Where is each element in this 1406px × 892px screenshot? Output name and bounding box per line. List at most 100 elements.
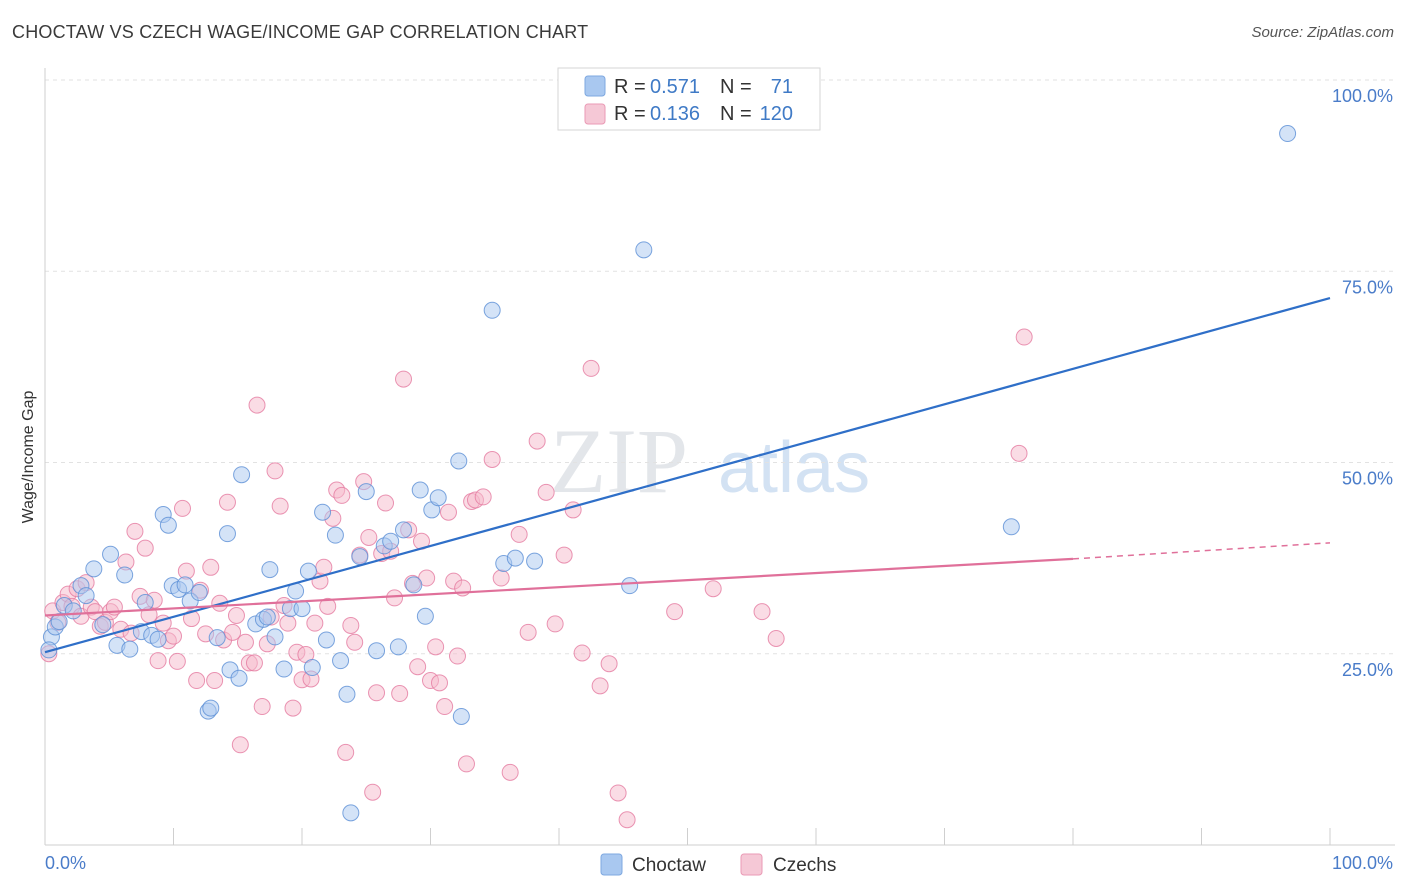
choctaw-point-28 (230, 669, 248, 687)
y-tick-labels: 25.0% 50.0% 75.0% 100.0% (1332, 86, 1393, 680)
choctaw-point-68 (1279, 125, 1297, 143)
czechs-point-65 (337, 743, 355, 761)
czechs-point-42 (236, 633, 254, 651)
choctaw-point-55 (411, 481, 429, 499)
trend-line-czechs (44, 557, 1074, 617)
czechs-point-96 (483, 450, 501, 468)
czechs-point-38 (218, 493, 236, 511)
choctaw-point-44 (332, 652, 350, 670)
czechs-point-26 (165, 627, 182, 645)
czechs-point-50 (271, 497, 289, 515)
choctaw-point-17 (159, 516, 177, 534)
choctaw-point-67 (1002, 518, 1020, 536)
choctaw-point-33 (261, 561, 279, 579)
watermark-zip: ZIP (550, 410, 688, 512)
czechs-point-103 (546, 615, 564, 633)
czechs-point-87 (436, 698, 454, 716)
y-tick-label-2: 75.0% (1342, 277, 1393, 297)
legend-bottom: Choctaw Czechs (600, 853, 836, 876)
y-tick-label-3: 100.0% (1332, 86, 1393, 106)
x-tick-label-max: 100.0% (1332, 853, 1393, 873)
czechs-point-97 (492, 569, 510, 587)
watermark-atlas: atlas (718, 428, 870, 508)
czechs-point-61 (319, 597, 337, 615)
choctaw-point-45 (338, 685, 356, 703)
czechs-point-49 (266, 462, 284, 480)
czechs-point-110 (609, 784, 627, 802)
choctaw-point-34 (266, 628, 284, 646)
czechs-point-92 (457, 755, 475, 773)
czechs-point-81 (409, 658, 427, 676)
czechs-point-88 (439, 503, 457, 521)
legend-bottom-label-czechs: Czechs (773, 855, 836, 876)
choctaw-point-6 (85, 560, 103, 578)
czechs-point-95 (474, 488, 492, 506)
y-tick-label-1: 50.0% (1342, 469, 1393, 489)
czechs-point-64 (333, 486, 351, 504)
czechs-point-104 (555, 546, 573, 564)
choctaw-point-5 (77, 587, 95, 605)
czechs-point-67 (346, 633, 364, 651)
czechs-point-101 (528, 432, 546, 450)
choctaw-point-47 (351, 548, 369, 566)
choctaw-point-39 (299, 562, 317, 580)
legend-bottom-swatch-czechs (740, 853, 763, 876)
czechs-point-113 (704, 580, 722, 598)
czechs-point-41 (231, 736, 249, 754)
czechs-point-70 (360, 528, 378, 546)
czechs-point-39 (224, 623, 242, 641)
chart-source: Source: ZipAtlas.com (1251, 24, 1394, 41)
choctaw-point-66 (635, 241, 653, 259)
chart-title: CHOCTAW VS CZECH WAGE/INCOME GAP CORRELA… (12, 22, 589, 42)
czechs-point-115 (767, 629, 785, 647)
czechs-point-72 (368, 684, 386, 702)
choctaw-point-53 (395, 521, 413, 539)
czechs-point-78 (395, 370, 413, 388)
czechs-point-86 (430, 674, 448, 692)
trend-line-czechs-extension (1072, 542, 1331, 560)
czechs-point-58 (306, 614, 324, 632)
choctaw-point-60 (452, 707, 470, 725)
czechs-point-18 (126, 522, 144, 540)
czechs-point-35 (206, 672, 224, 690)
czechs-point-90 (448, 647, 466, 665)
choctaw-point-13 (136, 593, 154, 611)
czechs-point-114 (753, 603, 771, 621)
czechs-point-108 (591, 677, 609, 695)
czechs-point-100 (519, 623, 537, 641)
czechs-point-66 (342, 616, 360, 634)
legend-r-value-czechs: 0.136 (650, 103, 700, 125)
czechs-point-34 (202, 558, 220, 576)
czechs-point-116 (1015, 328, 1033, 346)
choctaw-point-58 (429, 489, 447, 507)
x-tick-label-min: 0.0% (45, 853, 86, 873)
czechs-point-20 (136, 539, 154, 557)
czechs-point-117 (1010, 444, 1028, 462)
legend-top: R = 0.571 N = 71 R = 0.136 N = 120 (557, 67, 821, 131)
choctaw-point-15 (149, 630, 167, 648)
choctaw-point-32 (258, 608, 276, 626)
czechs-point-27 (168, 652, 186, 670)
choctaw-point-54 (405, 576, 423, 594)
choctaw-point-26 (218, 525, 236, 543)
choctaw-point-61 (483, 301, 501, 319)
czechs-point-52 (279, 614, 297, 632)
czechs-point-45 (248, 396, 266, 414)
choctaw-point-29 (233, 466, 251, 484)
choctaw-point-59 (450, 452, 468, 470)
choctaw-point-41 (314, 503, 332, 521)
czechs-point-40 (227, 607, 245, 624)
czechs-point-28 (173, 499, 191, 517)
legend-n-label-choctaw: N = (720, 76, 752, 98)
choctaw-point-7 (94, 616, 112, 634)
legend-swatch-czechs (584, 103, 606, 125)
legend-n-value-choctaw: 71 (771, 76, 793, 98)
czechs-point-112 (666, 603, 684, 621)
czechs-point-74 (377, 494, 395, 512)
legend-n-label-czechs: N = (720, 103, 752, 125)
choctaw-point-63 (506, 549, 524, 567)
choctaw-point-65 (621, 577, 639, 595)
choctaw-point-24 (202, 699, 220, 717)
trend-lines (44, 296, 1331, 654)
